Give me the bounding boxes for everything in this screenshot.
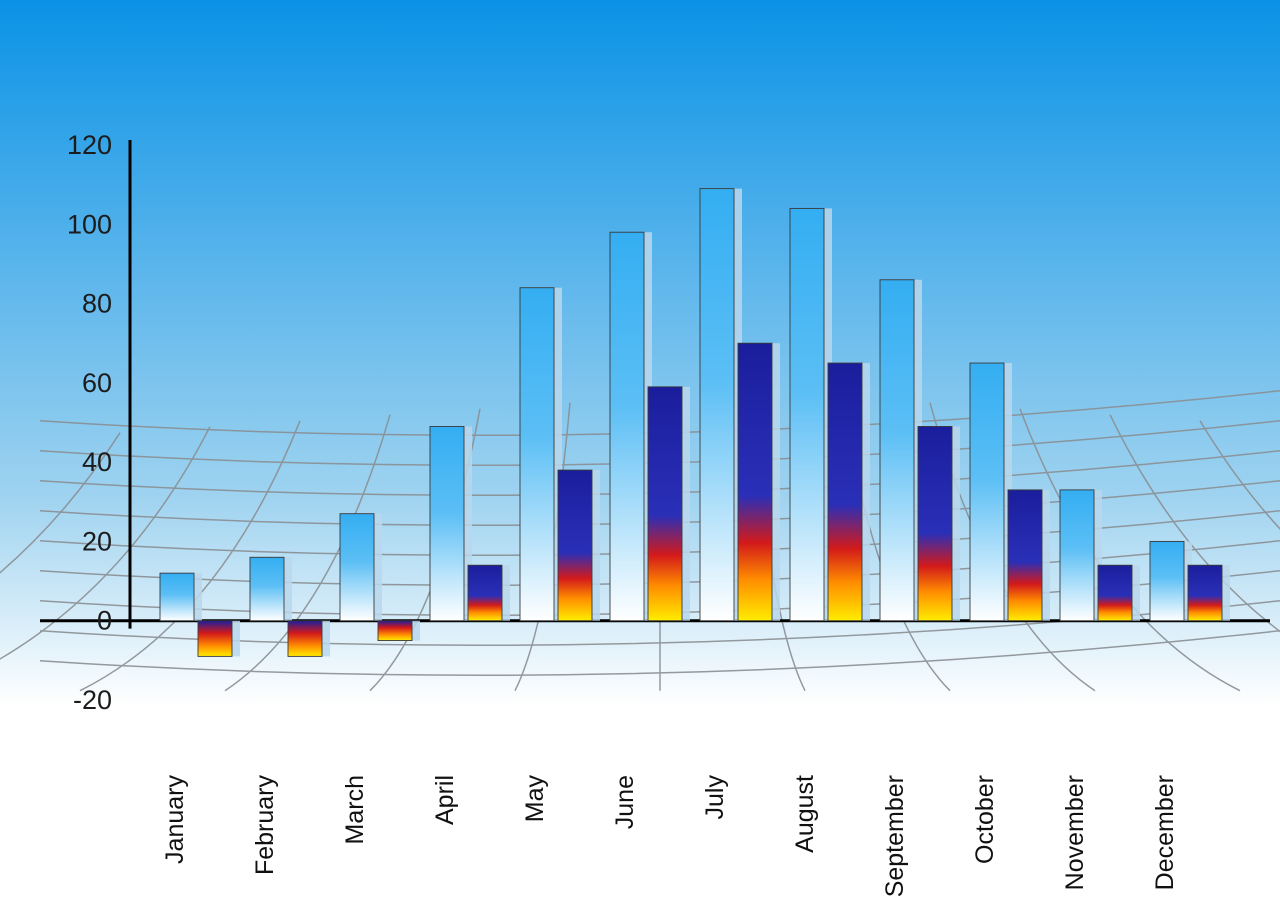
bar-primary bbox=[430, 426, 464, 620]
bar-primary bbox=[610, 232, 644, 621]
y-tick-label: 0 bbox=[97, 606, 112, 636]
x-category-label: October bbox=[971, 775, 999, 864]
bar-primary bbox=[520, 288, 554, 621]
bar-secondary bbox=[288, 621, 322, 657]
y-tick-label: 80 bbox=[82, 289, 112, 319]
bar-primary bbox=[160, 573, 194, 621]
bar-secondary bbox=[378, 621, 412, 641]
bar-secondary bbox=[918, 426, 952, 620]
y-tick-label: -20 bbox=[73, 685, 112, 715]
x-category-label: December bbox=[1151, 775, 1179, 890]
bar-secondary bbox=[558, 470, 592, 621]
bar-primary bbox=[1060, 490, 1094, 621]
x-category-label: July bbox=[701, 775, 729, 820]
y-tick-label: 20 bbox=[82, 526, 112, 556]
bar-primary bbox=[700, 189, 734, 621]
bar-secondary bbox=[738, 343, 772, 621]
y-tick-label: 60 bbox=[82, 368, 112, 398]
bar-secondary bbox=[1098, 565, 1132, 621]
bar-primary bbox=[250, 557, 284, 620]
x-category-label: November bbox=[1061, 775, 1089, 890]
x-category-label: May bbox=[521, 775, 549, 823]
bar-primary bbox=[790, 208, 824, 620]
bar-primary bbox=[880, 280, 914, 621]
bar-secondary bbox=[1188, 565, 1222, 621]
y-tick-label: 120 bbox=[67, 130, 112, 160]
x-category-label: June bbox=[611, 775, 639, 829]
x-category-label: August bbox=[791, 775, 819, 853]
y-tick-label: 40 bbox=[82, 447, 112, 477]
bar-secondary bbox=[828, 363, 862, 621]
x-category-label: April bbox=[431, 775, 459, 825]
bar-secondary bbox=[648, 387, 682, 621]
x-category-label: February bbox=[251, 775, 279, 876]
y-tick-label: 100 bbox=[67, 209, 112, 239]
x-category-label: January bbox=[161, 775, 189, 864]
x-category-label: September bbox=[881, 775, 909, 897]
bar-primary bbox=[970, 363, 1004, 621]
bar-secondary bbox=[198, 621, 232, 657]
x-category-label: March bbox=[341, 775, 369, 844]
bar-secondary bbox=[1008, 490, 1042, 621]
bar-secondary bbox=[468, 565, 502, 621]
bar-primary bbox=[340, 514, 374, 621]
bar-primary bbox=[1150, 541, 1184, 620]
monthly-bar-chart: -20 0 20 40 60 80 100 120 January February March Ap… bbox=[0, 0, 1280, 905]
